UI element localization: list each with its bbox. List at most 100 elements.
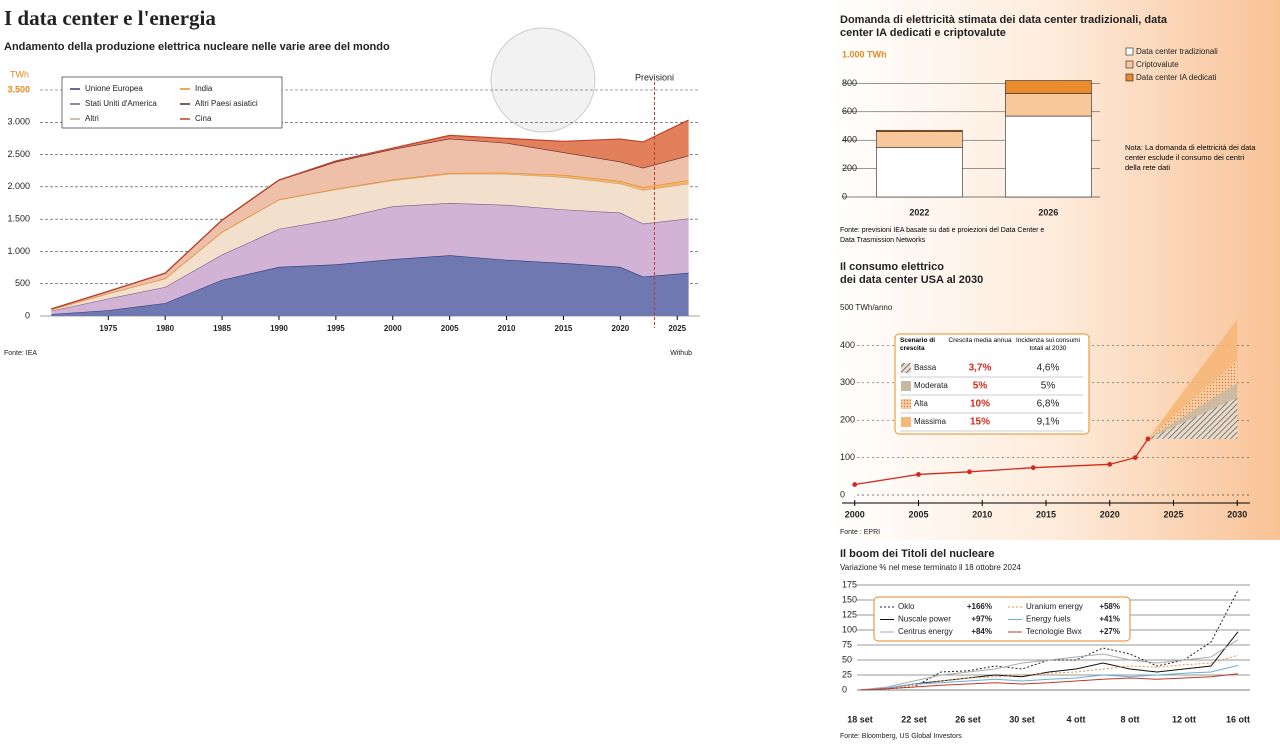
area-edge — [51, 202, 689, 312]
chart-title: Domanda di elettricità stimata dei data … — [840, 14, 1168, 39]
legend-label: Altri — [85, 114, 99, 123]
page-title: I data center e l'energia — [4, 6, 216, 30]
table-box — [894, 333, 1090, 435]
scenario-name: Massima — [914, 417, 947, 426]
annotation: Previsioni — [635, 72, 674, 82]
y-tick-label: 200 — [840, 415, 855, 425]
scenario-growth: 3,7% — [969, 363, 992, 374]
scenario-growth: 5% — [973, 381, 988, 392]
y-tick-label: 150 — [842, 594, 857, 604]
bar — [1005, 115, 1092, 198]
scenario-share: 4,6% — [1037, 363, 1060, 374]
chart-title: Il consumo elettrico dei data center USA … — [840, 261, 983, 286]
y-tick-label: 3.000 — [7, 117, 30, 127]
value-label: +58% — [1099, 602, 1120, 611]
y-tick-label: 0 — [25, 310, 30, 320]
x-tick-label: 1980 — [156, 324, 174, 333]
scenario-growth: 10% — [970, 399, 990, 410]
line — [859, 654, 1239, 691]
point — [1145, 436, 1151, 442]
scenario-swatch — [901, 363, 911, 373]
legend-label: Cina — [195, 114, 212, 123]
scenario-growth: 15% — [970, 417, 990, 428]
x-tick-label: 26 set — [955, 714, 981, 724]
y-tick-label: 2.500 — [7, 149, 30, 159]
y-tick-label: 0 — [840, 489, 845, 499]
scenario-share: 6,8% — [1037, 399, 1060, 410]
x-tick-label: 2025 — [1163, 509, 1183, 519]
point — [1107, 461, 1113, 467]
atom-icon — [490, 27, 596, 133]
y-tick-label: 175 — [842, 579, 857, 589]
table-header-text: Incidenza sui consumi totali al 2030 — [1016, 337, 1080, 352]
chart-title: Il boom dei Titoli del nucleare — [840, 548, 994, 560]
x-tick-label: 2020 — [611, 324, 629, 333]
x-tick-label: 8 ott — [1121, 714, 1140, 724]
bar — [876, 131, 963, 148]
legend-label: Uranium energy — [1026, 602, 1083, 611]
value-label: +166% — [967, 602, 992, 611]
x-tick-label: 2000 — [384, 324, 402, 333]
y-tick-label: 0 — [842, 191, 847, 201]
y-tick-label: 1.500 — [7, 214, 30, 224]
table-header: Incidenza sui consumi totali al 2030 — [1016, 337, 1080, 352]
y-tick-label: 400 — [840, 340, 855, 350]
scenario-band — [1148, 397, 1238, 439]
line — [859, 664, 1239, 691]
y-tick-label: 125 — [842, 609, 857, 619]
x-tick-label: 2010 — [972, 509, 992, 519]
scenario-share: 5% — [1041, 381, 1056, 392]
legend-label: Unione Europea — [85, 84, 143, 93]
legend-label: Nuscale power — [898, 615, 951, 624]
area-edge — [51, 172, 689, 311]
credit: Withub — [670, 350, 692, 357]
x-tick-label: 2010 — [498, 324, 516, 333]
subtitle: Variazione % nel mese terminato il 18 ot… — [840, 563, 1021, 572]
line — [859, 673, 1239, 691]
legend-box — [61, 76, 283, 129]
scenario-swatch — [901, 399, 911, 409]
y-tick-label: 2.000 — [7, 181, 30, 191]
x-tick-label: 2020 — [1100, 509, 1120, 519]
line — [859, 590, 1239, 691]
bar — [1005, 93, 1092, 117]
scenario-swatch — [901, 381, 911, 391]
table-header: Crescita media annua — [948, 337, 1012, 344]
bar — [876, 147, 963, 198]
point — [1030, 465, 1036, 471]
source-text: Fonte: previsioni IEA basate su dati e p… — [840, 227, 1045, 244]
x-tick-label: 2000 — [845, 509, 865, 519]
area — [51, 255, 689, 316]
area — [51, 203, 689, 315]
y-tick-label: 1.000 — [7, 246, 30, 256]
x-tick-label: 2015 — [1036, 509, 1056, 519]
y-unit: 500 TWh/anno — [840, 303, 893, 312]
x-tick-label: 1985 — [213, 324, 231, 333]
x-tick-label: 4 ott — [1067, 714, 1086, 724]
x-tick-label: 2025 — [668, 324, 686, 333]
source: Fonte: previsioni IEA basate su dati e p… — [840, 227, 1045, 244]
y-tick-label: 400 — [842, 135, 857, 145]
x-tick-label: 2005 — [441, 324, 459, 333]
y-tick-label: 100 — [842, 624, 857, 634]
y-unit: TWh — [10, 69, 29, 79]
x-tick-label: 30 set — [1009, 714, 1035, 724]
x-tick-label: 2022 — [909, 207, 929, 217]
legend-label: Altri Paesi asiatici — [195, 99, 258, 108]
table-header: Scenario di crescita — [900, 337, 935, 352]
y-tick-label: 75 — [842, 639, 852, 649]
source: Fonte: IEA — [4, 350, 37, 357]
y-tick-label: 200 — [842, 163, 857, 173]
point — [916, 472, 921, 477]
scenario-name: Moderata — [914, 381, 948, 390]
note: Nota: La domanda di elettricità dei data… — [1125, 143, 1256, 172]
y-tick-label: 50 — [842, 654, 852, 664]
legend-label: Stati Uniti d'America — [85, 99, 157, 108]
table-header-text: Crescita media annua — [948, 337, 1012, 344]
legend-label: Data center IA dedicati — [1136, 73, 1217, 82]
x-tick-label: 16 ott — [1226, 714, 1250, 724]
y-tick-label: 300 — [840, 377, 855, 387]
line — [859, 639, 1239, 691]
line — [859, 631, 1239, 691]
